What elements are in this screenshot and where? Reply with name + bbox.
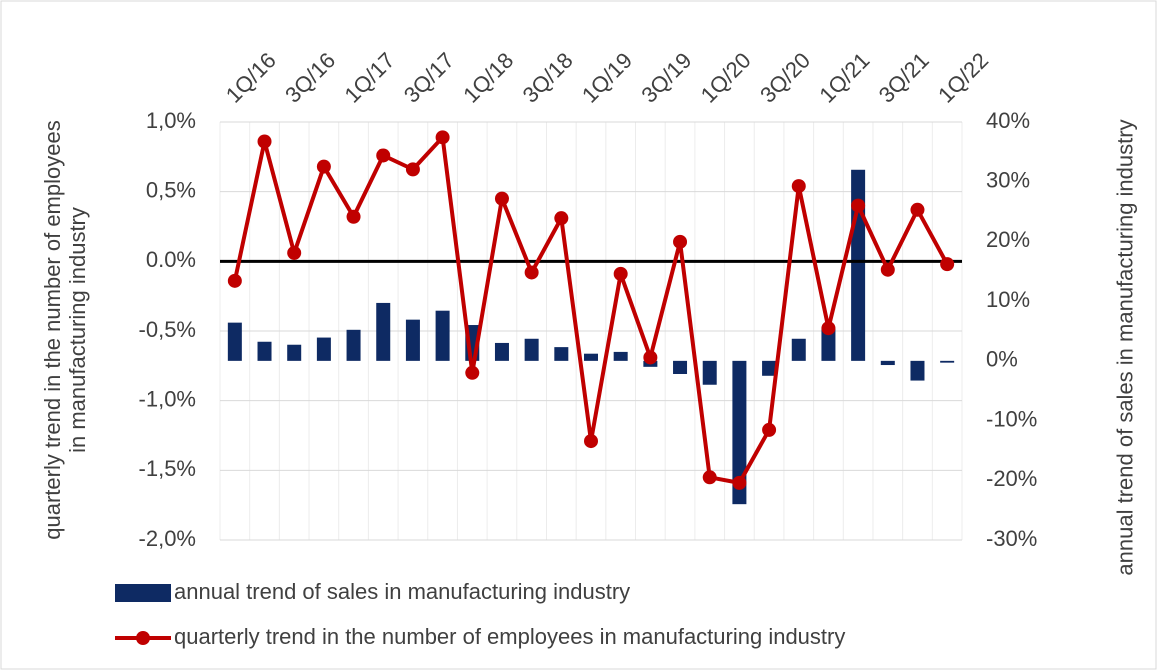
bar bbox=[494, 342, 509, 361]
bar bbox=[554, 347, 569, 361]
bar bbox=[762, 360, 777, 376]
y2-tick-label: 20% bbox=[986, 227, 1030, 252]
y-tick-label: -0,5% bbox=[139, 317, 196, 342]
bar bbox=[287, 344, 302, 361]
legend-swatch-marker bbox=[136, 631, 150, 645]
bar bbox=[405, 319, 420, 361]
line-marker bbox=[287, 245, 302, 260]
bar bbox=[524, 338, 539, 361]
y2-tick-label: -10% bbox=[986, 406, 1037, 431]
line-marker bbox=[584, 434, 598, 449]
line-marker bbox=[316, 159, 331, 174]
line-marker bbox=[643, 350, 658, 365]
line-marker bbox=[791, 179, 806, 194]
y2-tick-label: -20% bbox=[986, 466, 1037, 491]
y2-tick-label: 0% bbox=[986, 347, 1018, 372]
line-marker bbox=[494, 191, 509, 206]
line-marker bbox=[732, 475, 747, 490]
line-marker bbox=[762, 422, 777, 437]
y-tick-label: 1,0% bbox=[146, 108, 196, 133]
line-marker bbox=[880, 262, 895, 277]
line-marker bbox=[910, 202, 925, 217]
y-tick-label: -1,0% bbox=[139, 386, 196, 411]
bar bbox=[613, 351, 628, 361]
bar bbox=[702, 360, 717, 385]
y2-tick-label: 30% bbox=[986, 168, 1030, 193]
y-tick-label: -2,0% bbox=[139, 526, 196, 551]
line-marker bbox=[673, 234, 688, 249]
line-marker bbox=[940, 257, 955, 272]
bar bbox=[673, 360, 688, 374]
line-marker bbox=[821, 321, 836, 336]
y2-tick-label: -30% bbox=[986, 526, 1037, 551]
line-marker bbox=[613, 266, 628, 281]
bar bbox=[880, 360, 895, 366]
line-marker bbox=[227, 273, 242, 288]
bar bbox=[316, 337, 331, 361]
line-marker bbox=[405, 162, 420, 177]
y2-tick-label: 10% bbox=[986, 287, 1030, 312]
y-axis-title: quarterly trend in the number of employe… bbox=[40, 120, 90, 540]
bar bbox=[257, 341, 272, 361]
line-marker bbox=[851, 198, 866, 213]
line-marker bbox=[346, 209, 361, 224]
line-marker bbox=[376, 148, 391, 163]
y-tick-label: -1,5% bbox=[139, 456, 196, 481]
y2-tick-label: 40% bbox=[986, 108, 1030, 133]
legend-swatch bbox=[115, 584, 171, 602]
bar bbox=[940, 360, 955, 363]
line-marker bbox=[257, 134, 272, 149]
bar bbox=[910, 360, 925, 381]
bar bbox=[376, 302, 391, 361]
legend-label: quarterly trend in the number of employe… bbox=[174, 624, 845, 649]
bar bbox=[732, 360, 747, 505]
bar bbox=[584, 353, 598, 361]
y2-axis-title: annual trend of sales in manufacturing i… bbox=[1112, 119, 1138, 576]
y-tick-label: 0,5% bbox=[146, 177, 196, 202]
bar bbox=[821, 328, 836, 361]
y-tick-label: 0.0% bbox=[146, 247, 196, 272]
bar bbox=[346, 329, 361, 361]
line-marker bbox=[435, 130, 450, 145]
bar bbox=[851, 169, 866, 361]
line-marker bbox=[554, 211, 569, 226]
line-marker bbox=[524, 265, 539, 280]
legend-label: annual trend of sales in manufacturing i… bbox=[174, 579, 630, 604]
bar bbox=[227, 322, 242, 361]
line-marker bbox=[702, 470, 717, 485]
bar bbox=[791, 338, 806, 361]
line-marker bbox=[465, 365, 480, 380]
bar bbox=[435, 310, 450, 361]
